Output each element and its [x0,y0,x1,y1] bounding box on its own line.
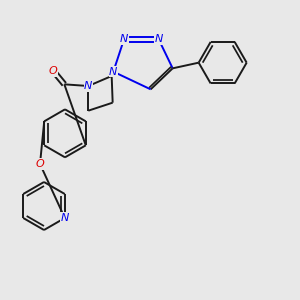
Text: O: O [49,66,58,76]
Text: N: N [109,67,118,77]
Text: N: N [84,81,92,91]
Text: O: O [36,159,44,169]
Text: N: N [120,34,128,44]
Text: N: N [154,34,163,44]
Text: N: N [61,213,69,223]
